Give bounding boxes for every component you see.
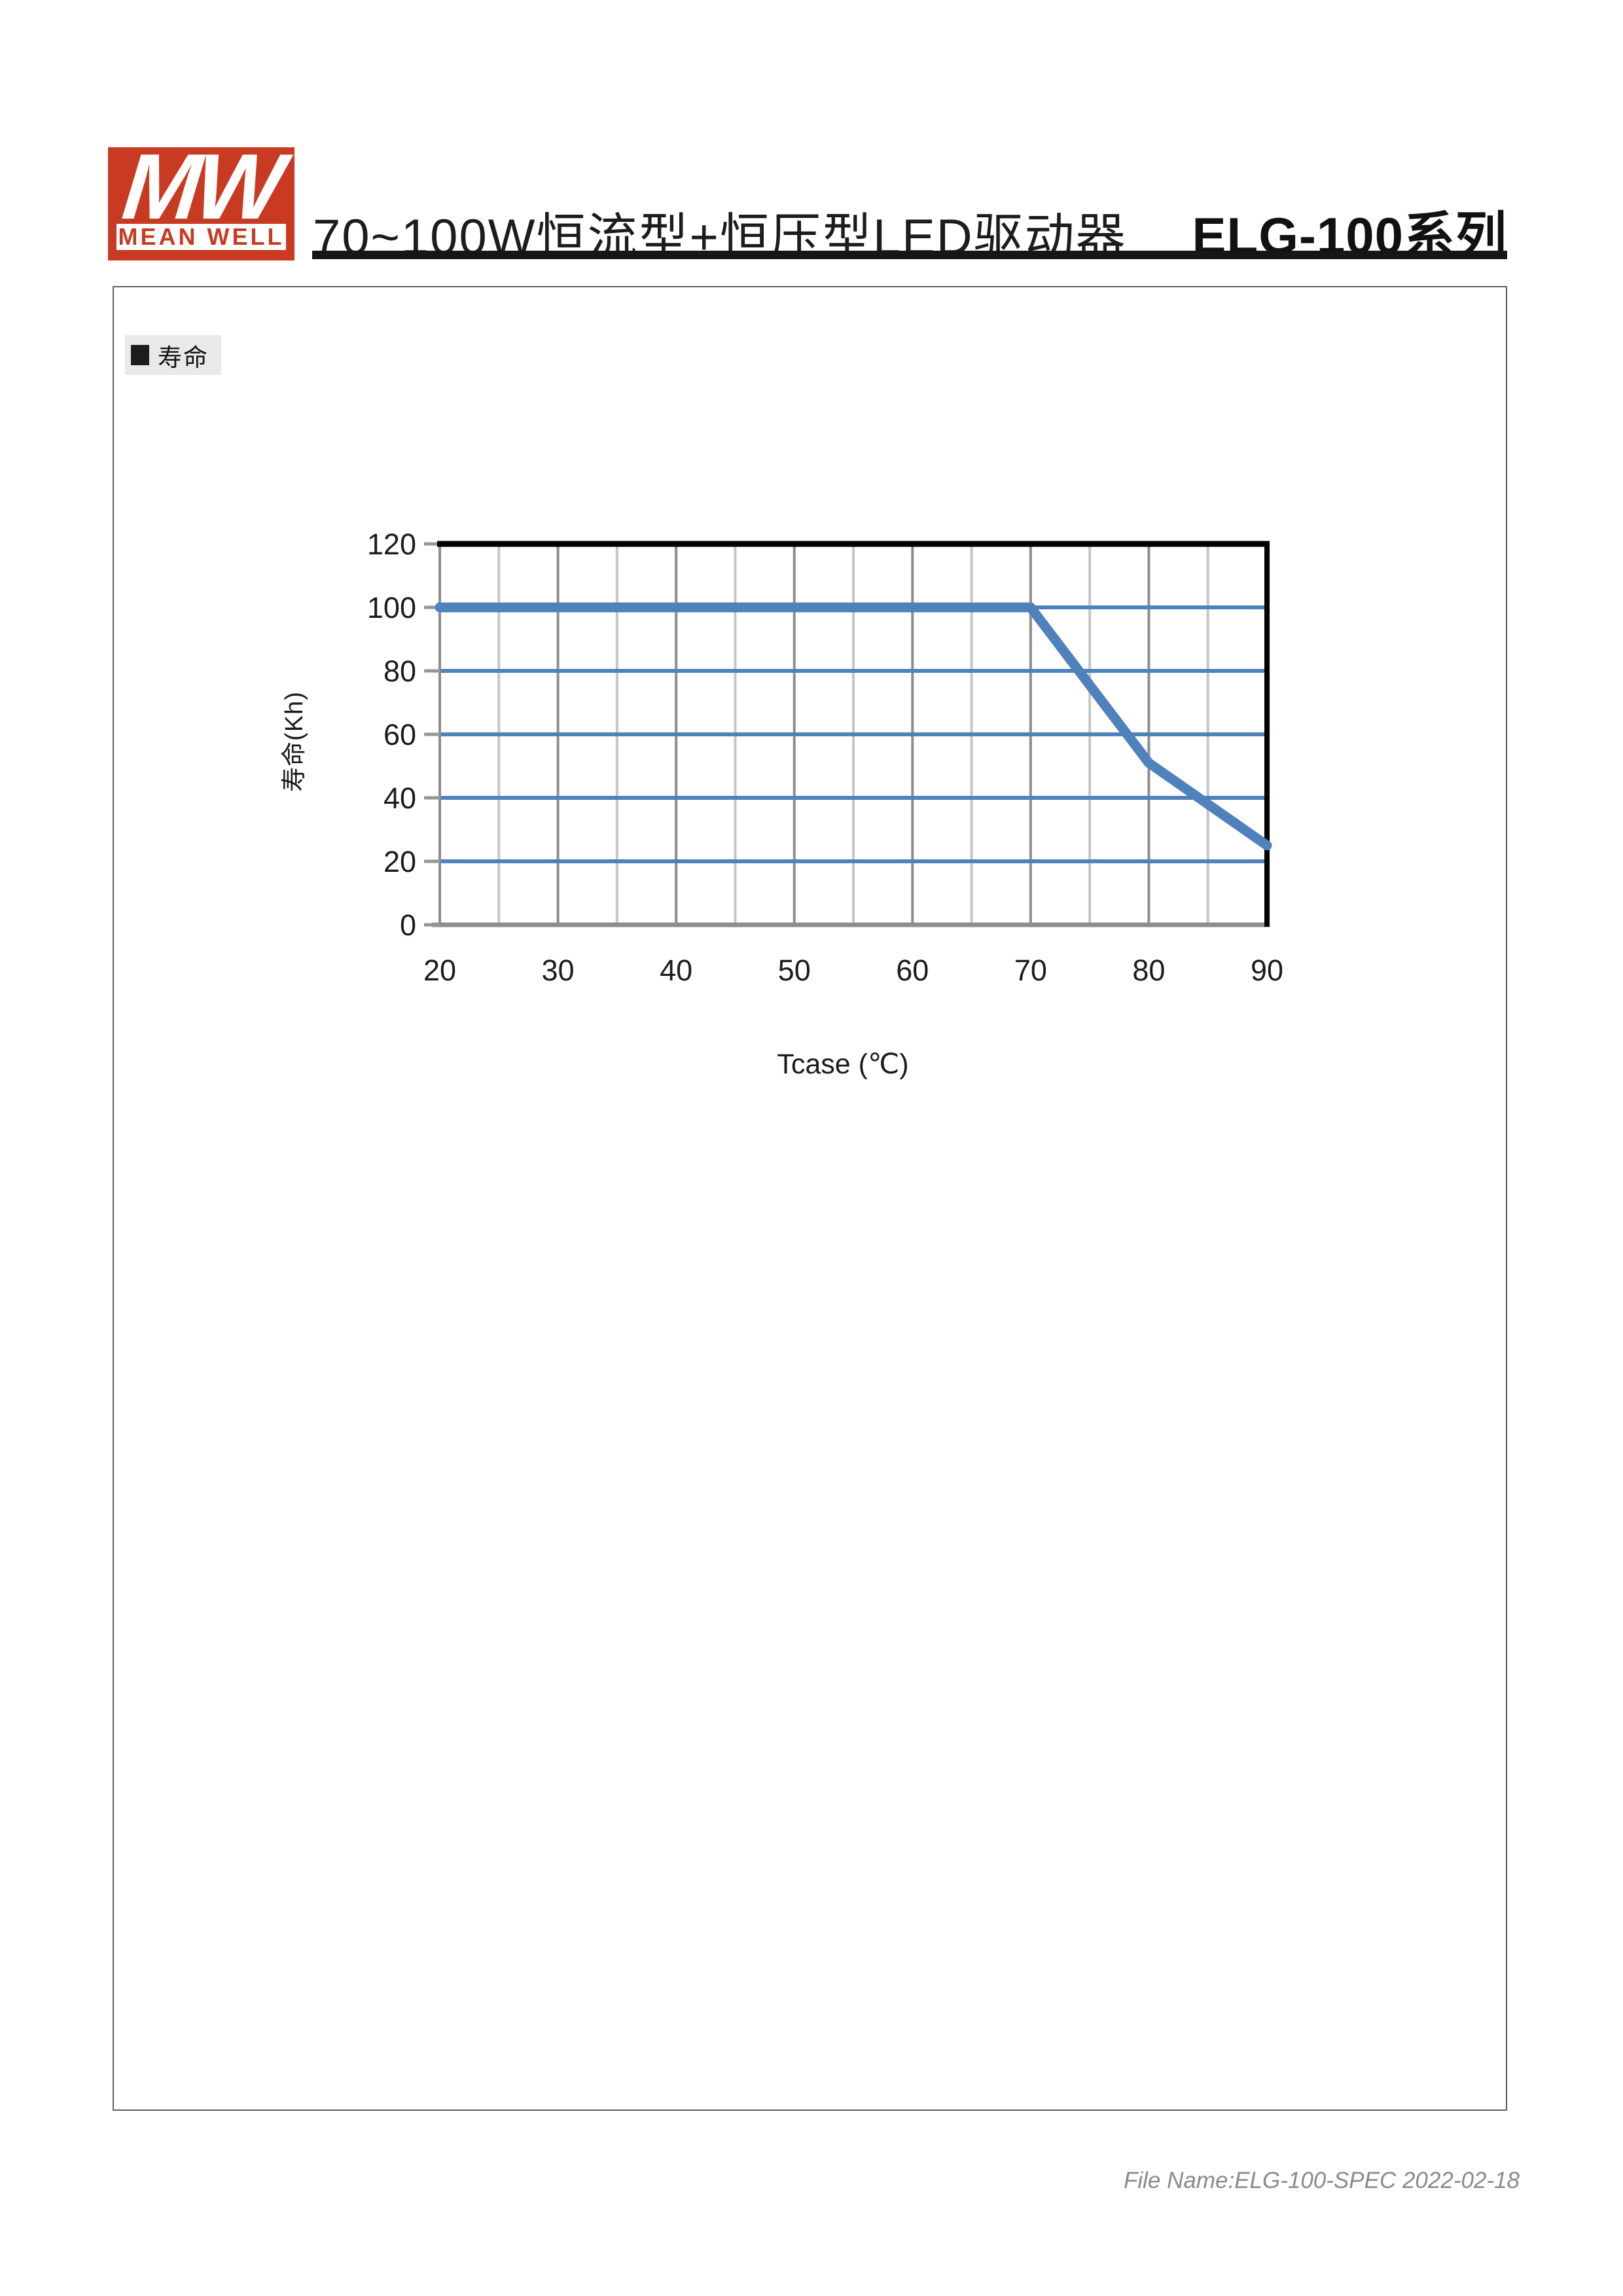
x-axis-title: Tcase (℃) — [777, 1049, 909, 1080]
content-border-box — [113, 286, 1507, 2111]
y-axis-title: 寿命(Kh) — [281, 691, 308, 792]
logo-brand-text: MEAN WELL — [118, 223, 285, 250]
logo-mw-monogram: MW — [118, 147, 284, 239]
section-header-label: 寿命 — [158, 344, 209, 371]
meanwell-logo: MW MEAN WELL — [108, 147, 294, 260]
footer-file-info: File Name:ELG-100-SPEC 2022-02-18 — [1123, 2168, 1520, 2193]
title-underline — [312, 251, 1507, 259]
section-bullet-square-icon — [131, 345, 149, 365]
section-header-life: 寿命 — [125, 335, 221, 375]
logo-brand-band: MEAN WELL — [116, 224, 286, 250]
